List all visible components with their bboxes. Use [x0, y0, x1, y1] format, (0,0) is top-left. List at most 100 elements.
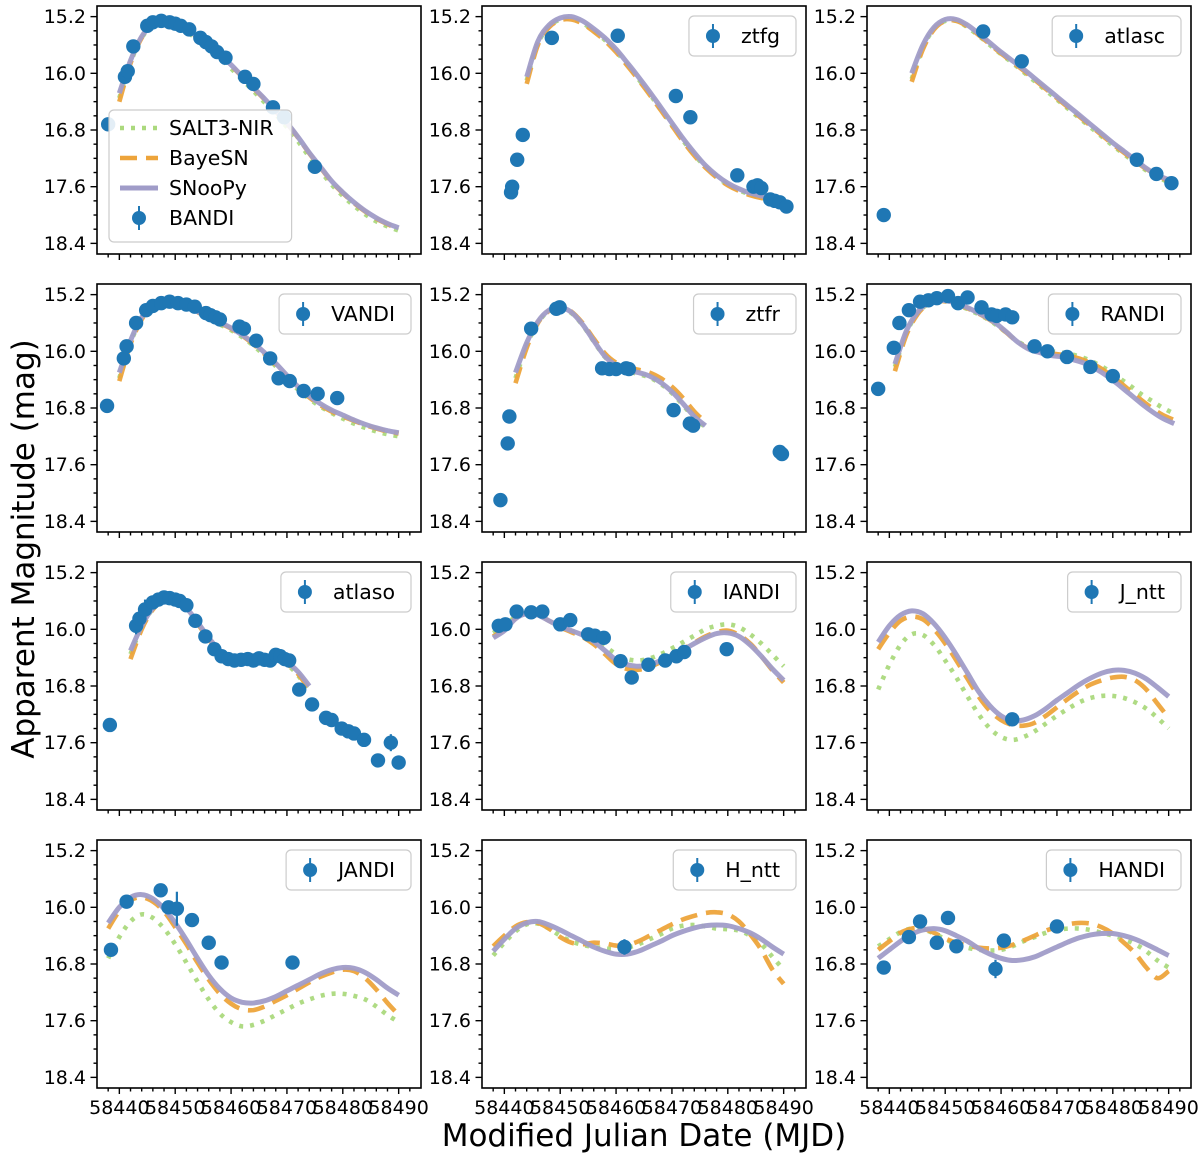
legend-H_ntt: H_ntt	[672, 849, 797, 891]
data-point	[617, 939, 632, 955]
x-tick-label: 58460	[971, 1097, 1031, 1119]
data-point	[1164, 175, 1179, 191]
y-tick-label: 16.8	[429, 954, 471, 976]
y-tick-label: 15.2	[429, 840, 471, 862]
data-point	[1059, 349, 1075, 365]
points-JANDI	[103, 883, 300, 970]
y-tick-label: 16.0	[429, 341, 471, 363]
model-curves	[106, 892, 401, 1029]
curve-bayesn-IANDI	[491, 610, 786, 685]
panel-frame	[96, 561, 422, 811]
legend-label-band: H_ntt	[725, 858, 780, 883]
legend-label-band: IANDI	[723, 580, 780, 604]
data-point	[719, 641, 734, 657]
y-tick-label: 16.0	[429, 619, 471, 641]
data-point	[509, 152, 525, 167]
legend-label-band: JANDI	[336, 858, 395, 882]
model-curves	[524, 13, 785, 204]
points-atlaso	[102, 590, 406, 770]
y-tick-label: 17.6	[814, 1010, 856, 1032]
data-point	[1129, 152, 1145, 167]
x-tick-label: 58450	[915, 1097, 975, 1119]
y-tick-label: 16.8	[44, 398, 86, 420]
data-point	[356, 732, 372, 748]
axis-ticks	[475, 571, 796, 816]
data-point	[271, 371, 286, 386]
panel-JANDI: 15.2 16.0 16.8 17.6 18.458440584505846058470…	[44, 840, 429, 1119]
data-point	[892, 315, 907, 331]
y-tick-label: 15.2	[44, 562, 86, 584]
x-tick-label: 58440	[89, 1097, 149, 1119]
data-point	[188, 613, 203, 629]
y-tick-label: 16.0	[814, 63, 856, 85]
legend-label-band: VANDI	[331, 302, 395, 326]
y-tick-label: 16.8	[44, 676, 86, 698]
panel-frame	[96, 839, 422, 1089]
y-tick-label: 15.2	[429, 284, 471, 306]
data-point	[1105, 368, 1120, 384]
curve-snoopy-ztfr	[513, 304, 708, 428]
panel-frame	[866, 839, 1192, 1089]
y-tick-label: 16.0	[429, 63, 471, 85]
curve-bayesn-ztfg	[524, 16, 785, 204]
model-curves	[491, 909, 786, 986]
data-point	[187, 299, 202, 314]
data-point	[236, 321, 252, 336]
y-tick-label: 17.6	[44, 732, 86, 754]
panel-J_ntt: 15.2 16.0 16.8 17.6 18.4 J_ntt	[814, 562, 1182, 816]
curve-bayesn-atlaso	[128, 597, 312, 691]
y-tick-label: 16.8	[814, 954, 856, 976]
y-tick-label: 18.4	[44, 233, 86, 255]
data-point	[912, 914, 928, 929]
data-point	[779, 199, 794, 214]
y-tick-label: 17.6	[814, 732, 856, 754]
legend-RANDI: RANDI	[1047, 293, 1182, 335]
panel-BANDI: 15.2 16.0 16.8 17.6 18.4 SALT3-NIR BayeSN SNooP…	[44, 6, 411, 260]
y-tick-label: 17.6	[814, 454, 856, 476]
y-tick-label: 16.8	[44, 954, 86, 976]
legend-ztfg: ztfg	[688, 15, 797, 57]
data-point	[658, 653, 673, 668]
data-point	[685, 418, 701, 433]
y-tick-label: 16.8	[429, 398, 471, 420]
data-point	[535, 604, 550, 619]
data-point	[974, 300, 989, 315]
y-tick-label: 15.2	[44, 6, 86, 28]
data-point	[929, 290, 945, 306]
data-point	[128, 315, 144, 331]
panel-atlasc: 15.2 16.0 16.8 17.6 18.4 atlasc	[814, 6, 1182, 260]
data-point	[901, 303, 917, 318]
data-point	[99, 398, 115, 414]
legend-BANDI: SALT3-NIR BayeSN SNooPy BANDI	[108, 109, 293, 243]
data-point	[996, 933, 1012, 948]
legend-VANDI: VANDI	[278, 293, 412, 335]
data-point	[218, 50, 233, 65]
model-curves	[513, 304, 708, 429]
data-point	[153, 883, 168, 898]
y-tick-label: 15.2	[814, 6, 856, 28]
data-point	[754, 180, 769, 196]
data-point	[544, 30, 560, 46]
panel-frame	[481, 839, 807, 1089]
y-tick-label: 18.4	[429, 789, 471, 811]
x-axis-label: Modified Julian Date (MJD)	[441, 1118, 847, 1154]
panel-frame	[96, 5, 422, 255]
panel-ztfr: 15.2 16.0 16.8 17.6 18.4 ztfr	[429, 284, 797, 538]
model-curves	[876, 920, 1171, 981]
data-point	[624, 670, 639, 685]
legend-label-bayesn: BayeSN	[169, 146, 249, 170]
y-tick-label: 18.4	[814, 789, 856, 811]
data-point	[960, 290, 975, 305]
panel-frame	[866, 5, 1192, 255]
data-point	[1083, 359, 1098, 375]
data-point	[246, 76, 261, 92]
x-tick-label: 58450	[145, 1097, 205, 1119]
points-HANDI	[876, 910, 1065, 979]
curve-snoopy-J_ntt	[876, 608, 1171, 724]
curve-snoopy-H_ntt	[491, 918, 786, 957]
data-point	[391, 755, 406, 770]
panel-H_ntt: 15.2 16.0 16.8 17.6 18.458440584505846058470…	[429, 840, 814, 1119]
y-tick-label: 16.0	[814, 619, 856, 641]
x-tick-label: 58440	[474, 1097, 534, 1119]
